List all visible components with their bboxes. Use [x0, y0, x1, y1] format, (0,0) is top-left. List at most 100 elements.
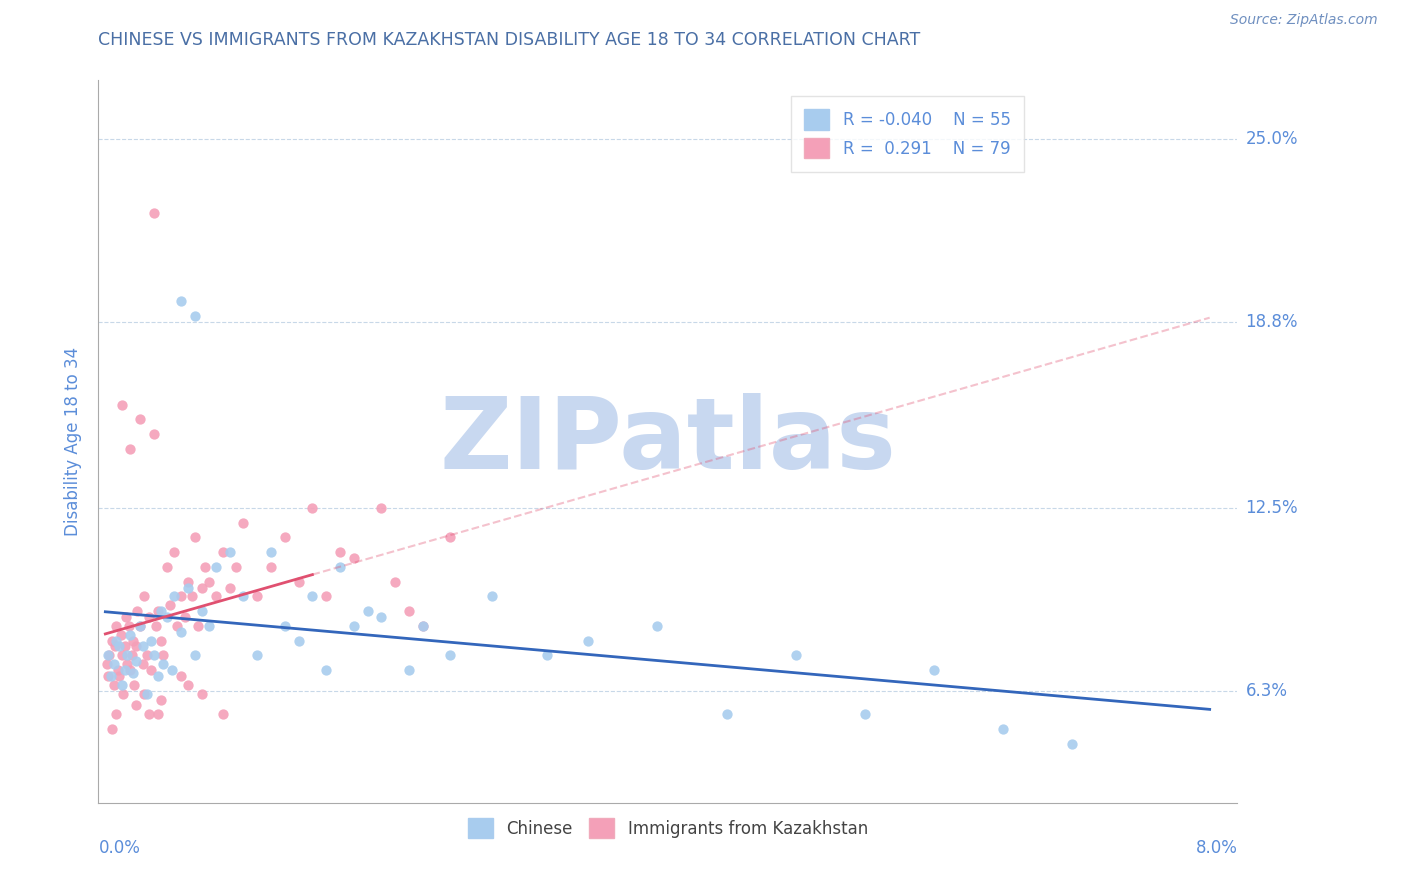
- Point: [370, 500, 392, 515]
- Point: [785, 648, 807, 663]
- Point: [439, 530, 461, 544]
- Point: [122, 666, 145, 681]
- Point: [124, 678, 146, 692]
- Point: [142, 427, 165, 442]
- Point: [156, 610, 179, 624]
- Point: [922, 663, 945, 677]
- Point: [412, 619, 434, 633]
- Point: [301, 500, 323, 515]
- Point: [111, 398, 134, 412]
- Text: 8.0%: 8.0%: [1195, 838, 1237, 857]
- Point: [184, 648, 207, 663]
- Point: [232, 590, 254, 604]
- Point: [211, 707, 233, 722]
- Point: [132, 687, 155, 701]
- Point: [647, 619, 669, 633]
- Point: [225, 560, 247, 574]
- Point: [121, 648, 143, 663]
- Point: [104, 640, 127, 654]
- Point: [384, 574, 406, 589]
- Point: [191, 581, 214, 595]
- Point: [139, 663, 162, 677]
- Point: [177, 581, 200, 595]
- Point: [149, 604, 172, 618]
- Legend: Chinese, Immigrants from Kazakhstan: Chinese, Immigrants from Kazakhstan: [461, 812, 875, 845]
- Point: [218, 581, 240, 595]
- Point: [118, 619, 141, 633]
- Point: [159, 598, 181, 612]
- Point: [125, 654, 148, 668]
- Point: [181, 590, 204, 604]
- Point: [1060, 737, 1083, 751]
- Point: [260, 560, 283, 574]
- Point: [108, 669, 131, 683]
- Point: [125, 604, 148, 618]
- Point: [152, 648, 174, 663]
- Point: [97, 669, 120, 683]
- Point: [132, 590, 155, 604]
- Point: [117, 648, 139, 663]
- Point: [170, 624, 193, 639]
- Point: [287, 574, 309, 589]
- Point: [110, 628, 132, 642]
- Point: [160, 663, 183, 677]
- Point: [103, 657, 125, 672]
- Point: [146, 707, 169, 722]
- Point: [146, 669, 169, 683]
- Point: [412, 619, 434, 633]
- Point: [198, 619, 221, 633]
- Point: [329, 560, 352, 574]
- Point: [198, 574, 221, 589]
- Point: [105, 707, 128, 722]
- Point: [716, 707, 738, 722]
- Point: [156, 560, 179, 574]
- Point: [96, 657, 118, 672]
- Point: [125, 640, 148, 654]
- Point: [177, 574, 200, 589]
- Point: [108, 640, 131, 654]
- Point: [128, 619, 150, 633]
- Point: [120, 442, 142, 456]
- Point: [481, 590, 503, 604]
- Point: [152, 657, 174, 672]
- Point: [343, 551, 366, 566]
- Point: [170, 590, 193, 604]
- Point: [191, 687, 214, 701]
- Point: [107, 663, 129, 677]
- Text: 12.5%: 12.5%: [1246, 499, 1298, 516]
- Point: [111, 648, 134, 663]
- Point: [128, 412, 150, 426]
- Point: [398, 604, 420, 618]
- Point: [370, 610, 392, 624]
- Point: [131, 657, 153, 672]
- Point: [135, 687, 157, 701]
- Point: [218, 545, 240, 559]
- Point: [163, 545, 186, 559]
- Point: [232, 516, 254, 530]
- Point: [315, 590, 337, 604]
- Point: [97, 648, 120, 663]
- Point: [138, 707, 160, 722]
- Y-axis label: Disability Age 18 to 34: Disability Age 18 to 34: [65, 347, 83, 536]
- Point: [356, 604, 378, 618]
- Point: [274, 530, 297, 544]
- Point: [114, 640, 136, 654]
- Point: [149, 692, 172, 706]
- Point: [343, 619, 366, 633]
- Point: [398, 663, 420, 677]
- Point: [117, 657, 139, 672]
- Point: [260, 545, 283, 559]
- Point: [131, 640, 153, 654]
- Point: [142, 648, 165, 663]
- Text: 6.3%: 6.3%: [1246, 681, 1288, 699]
- Point: [128, 619, 150, 633]
- Point: [211, 545, 233, 559]
- Point: [146, 604, 169, 618]
- Point: [246, 590, 269, 604]
- Point: [166, 619, 188, 633]
- Point: [246, 648, 269, 663]
- Text: ZIPatlas: ZIPatlas: [440, 393, 896, 490]
- Point: [184, 309, 207, 323]
- Point: [536, 648, 558, 663]
- Text: 0.0%: 0.0%: [98, 838, 141, 857]
